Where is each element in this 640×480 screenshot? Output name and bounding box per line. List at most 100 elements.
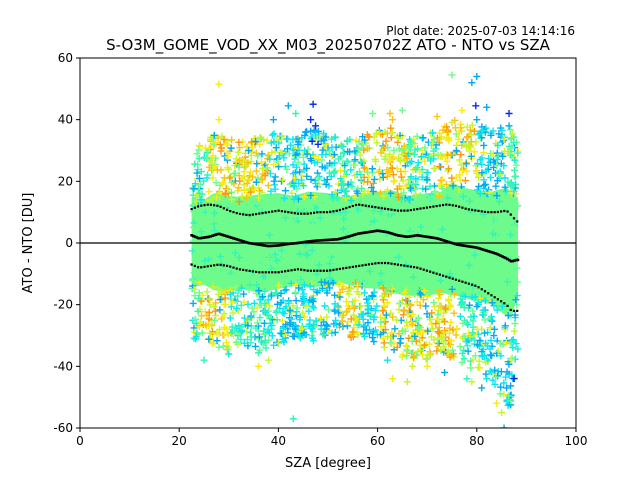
scatter-point xyxy=(397,173,405,181)
y-axis-label: ATO - NTO [DU] xyxy=(21,193,36,294)
scatter-point xyxy=(503,278,511,286)
scatter-point xyxy=(440,250,448,258)
mean-marker xyxy=(384,230,388,234)
scatter-point xyxy=(190,269,198,277)
scatter-point xyxy=(284,200,292,208)
scatter-point xyxy=(458,300,466,308)
mean-marker xyxy=(193,235,197,239)
mean-marker xyxy=(304,240,308,244)
scatter-point xyxy=(511,199,519,207)
lower-spread-marker xyxy=(300,268,303,271)
mean-marker xyxy=(468,245,471,248)
scatter-point xyxy=(457,265,465,273)
scatter-point xyxy=(237,301,245,309)
scatter-point xyxy=(478,258,486,266)
upper-spread-marker xyxy=(441,203,445,207)
scatter-point xyxy=(405,293,413,301)
scatter-point xyxy=(235,163,243,171)
scatter-point xyxy=(305,322,313,330)
scatter-point xyxy=(253,160,261,168)
x-axis: 0 20 40 60 80 100 xyxy=(76,428,587,448)
mean-marker xyxy=(391,232,395,236)
scatter-point xyxy=(468,121,476,129)
upper-spread-marker xyxy=(403,209,406,212)
scatter-point xyxy=(512,296,520,304)
scatter-point xyxy=(371,155,379,163)
mean-marker xyxy=(325,238,329,242)
scatter-point xyxy=(403,352,411,360)
scatter-point xyxy=(203,322,211,330)
scatter-point xyxy=(292,297,300,305)
scatter-point xyxy=(279,325,287,333)
upper-spread-marker xyxy=(251,213,254,216)
mean-marker xyxy=(207,235,211,239)
x-tick-label: 80 xyxy=(469,434,484,448)
mean-marker xyxy=(494,252,497,255)
upper-spread-marker xyxy=(493,211,496,214)
scatter-point xyxy=(428,309,436,317)
mean-marker xyxy=(403,235,407,238)
scatter-point xyxy=(366,267,374,275)
scatter-point xyxy=(355,207,363,215)
scatter-point xyxy=(438,225,446,233)
scatter-point xyxy=(469,356,477,364)
scatter-point xyxy=(362,139,370,147)
mean-marker xyxy=(261,243,265,247)
scatter-point xyxy=(206,301,214,309)
scatter-point xyxy=(198,275,206,283)
scatter-point xyxy=(438,335,446,343)
scatter-point xyxy=(510,327,518,335)
scatter-point xyxy=(189,237,197,245)
upper-spread-marker xyxy=(374,206,377,209)
scatter-point xyxy=(198,228,206,236)
scatter-point xyxy=(212,139,220,147)
scatter-point xyxy=(298,270,306,278)
scatter-point xyxy=(318,221,326,229)
outlier-point xyxy=(503,384,511,392)
scatter-point xyxy=(436,180,444,188)
mean-marker xyxy=(377,229,381,233)
scatter-point xyxy=(260,136,268,144)
mean-marker xyxy=(318,239,322,242)
scatter-point xyxy=(480,210,488,218)
lower-spread-marker xyxy=(403,264,406,267)
scatter-point xyxy=(380,234,388,242)
upper-spread-marker xyxy=(206,203,209,206)
scatter-point xyxy=(469,226,477,234)
scatter-point xyxy=(275,282,283,290)
scatter-point xyxy=(458,198,466,206)
scatter-point xyxy=(266,199,274,207)
scatter-point xyxy=(495,130,503,138)
scatter-point xyxy=(197,312,205,320)
scatter-point xyxy=(470,340,478,348)
scatter-point xyxy=(209,283,217,291)
scatter-point xyxy=(514,345,522,353)
upper-spread-marker xyxy=(322,211,325,214)
upper-spread-marker xyxy=(225,208,229,211)
scatter-point xyxy=(502,373,510,381)
scatter-point xyxy=(191,292,199,300)
scatter-point xyxy=(480,181,488,189)
mean-marker xyxy=(351,233,355,237)
mean-marker xyxy=(228,235,232,239)
scatter-point xyxy=(383,166,391,174)
mean-marker xyxy=(360,231,364,235)
scatter-point xyxy=(303,164,311,172)
outlier-point xyxy=(309,100,317,108)
scatter-point xyxy=(298,286,306,294)
mean-marker xyxy=(363,231,367,234)
scatter-point xyxy=(387,189,395,197)
scatter-point xyxy=(322,180,330,188)
scatter-point xyxy=(445,137,453,145)
scatter-point xyxy=(309,200,317,208)
outlier-point xyxy=(289,415,297,423)
scatter-point xyxy=(339,180,347,188)
outlier-point xyxy=(493,399,501,407)
scatter-point xyxy=(273,257,281,265)
scatter-point xyxy=(277,177,285,185)
scatter-point xyxy=(388,329,396,337)
scatter-point xyxy=(267,264,275,272)
scatter-point xyxy=(295,284,303,292)
scatter-point xyxy=(464,342,472,350)
lower-spread-marker xyxy=(364,263,367,266)
